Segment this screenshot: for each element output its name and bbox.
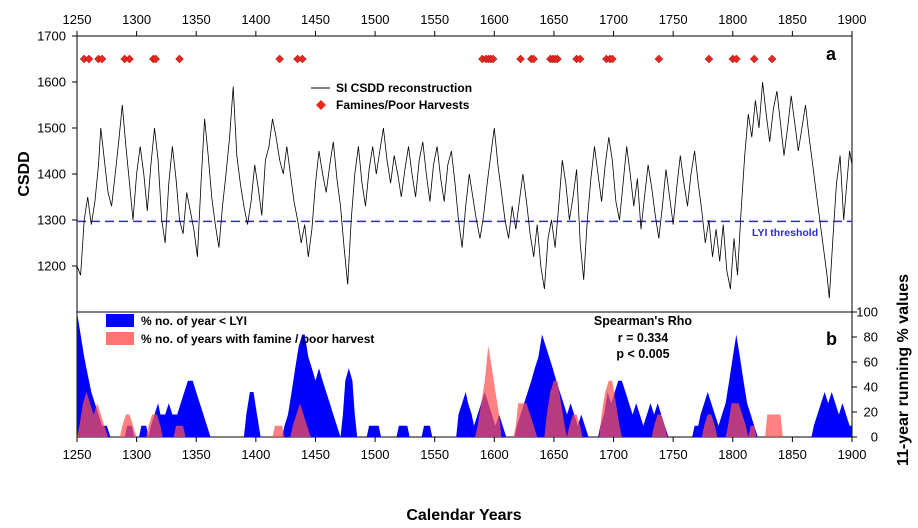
panel-a-label: a: [826, 44, 837, 64]
bottom-x-tick-label: 1250: [63, 447, 92, 462]
lyi-threshold-label: LYI threshold: [752, 227, 818, 239]
panel-a-frame: [76, 35, 853, 313]
panel-b-y-tick-label: 20: [864, 405, 878, 420]
bottom-x-tick-label: 1300: [122, 447, 151, 462]
famine-percentage-area: [77, 345, 852, 437]
x-axis-title: Calendar Years: [406, 507, 521, 524]
panel-b: 0 20 40 60 80 100 1250 1300 1350 1400 1450 1500 155…: [63, 305, 878, 463]
famine-marker: [275, 54, 285, 64]
top-x-tick-label: 1700: [599, 12, 628, 27]
top-x-tick-label: 1800: [718, 12, 747, 27]
panel-a: 1200 1300 1400 1500 1600 1700 LYI threshold a…: [37, 29, 853, 313]
famine-marker: [125, 54, 134, 64]
panel-a-y-axis-title: CSDD: [16, 151, 33, 196]
panel-a-y-tick-label: 1400: [37, 167, 66, 182]
top-x-tick-label: 1350: [182, 12, 211, 27]
top-x-tick-label: 1750: [659, 12, 688, 27]
spearman-annotation: Spearman's Rho r = 0.334 p < 0.005: [594, 314, 693, 361]
legend-diamond-swatch: [316, 100, 326, 110]
top-x-tick-label: 1300: [122, 12, 151, 27]
top-x-tick-label: 1450: [301, 12, 330, 27]
panel-b-y-tick-label: 100: [856, 305, 878, 320]
panel-a-y-tick-label: 1200: [37, 259, 66, 274]
legend-b-item-2: % no. of years with famine / poor harves…: [141, 332, 374, 346]
panel-a-y-axis: 1200 1300 1400 1500 1600 1700: [37, 29, 77, 274]
bottom-x-tick-label: 1800: [718, 447, 747, 462]
bottom-x-tick-label: 1700: [599, 447, 628, 462]
famine-marker: [767, 54, 777, 64]
panel-a-y-tick-label: 1600: [37, 75, 66, 90]
bottom-x-tick-label: 1500: [361, 447, 390, 462]
bottom-x-tick-label: 1550: [420, 447, 449, 462]
top-x-tick-label: 1550: [420, 12, 449, 27]
famine-marker: [488, 54, 498, 64]
bottom-x-tick-label: 1450: [301, 447, 330, 462]
spearman-title: Spearman's Rho: [594, 314, 693, 328]
legend-b-item-1: % no. of year < LYI: [141, 314, 247, 328]
bottom-x-tick-label: 1900: [838, 447, 867, 462]
famine-marker: [704, 54, 714, 64]
panel-a-legend: SI CSDD reconstruction Famines/Poor Harv…: [311, 81, 472, 112]
famine-marker: [654, 54, 664, 64]
bottom-x-tick-label: 1650: [539, 447, 568, 462]
famine-marker: [607, 54, 617, 64]
bottom-x-tick-label: 1350: [182, 447, 211, 462]
top-x-tick-label: 1600: [480, 12, 509, 27]
panel-b-y-tick-label: 0: [871, 430, 878, 445]
legend-a-item-1: SI CSDD reconstruction: [336, 81, 472, 95]
panel-a-y-tick-label: 1700: [37, 29, 66, 44]
famine-marker: [297, 54, 307, 64]
bottom-x-tick-label: 1400: [241, 447, 270, 462]
bottom-x-tick-label: 1600: [480, 447, 509, 462]
famine-markers: [79, 54, 777, 64]
legend-a-item-2: Famines/Poor Harvests: [336, 98, 470, 112]
spearman-r: r = 0.334: [618, 331, 668, 345]
famine-marker: [731, 54, 741, 64]
panel-a-y-tick-label: 1500: [37, 121, 66, 136]
csdd-reconstruction-line: [76, 81, 853, 299]
panel-b-legend: % no. of year < LYI % no. of years with …: [106, 314, 374, 346]
panel-b-y-axis: 0 20 40 60 80 100: [852, 305, 878, 445]
famine-marker: [553, 54, 562, 64]
panel-a-y-tick-label: 1300: [37, 213, 66, 228]
bottom-x-axis: 1250 1300 1350 1400 1450 1500 1550 1600 1650 1700…: [63, 437, 867, 462]
top-x-tick-label: 1900: [838, 12, 867, 27]
panel-b-y-axis-title: 11-year running % values: [895, 274, 912, 466]
top-x-axis: 1250 1300 1350 1400 1450 1500 1550 1600 1650 1700…: [63, 12, 867, 36]
famine-marker: [97, 54, 107, 64]
panel-b-y-tick-label: 80: [864, 330, 878, 345]
famine-marker: [516, 54, 525, 64]
legend-lyi-swatch: [106, 314, 134, 327]
famine-marker: [151, 54, 161, 64]
top-x-tick-label: 1250: [63, 12, 92, 27]
legend-famine-swatch: [106, 332, 134, 345]
famine-marker: [175, 54, 184, 64]
lyi-percentage-area: [77, 312, 852, 437]
bottom-x-tick-label: 1850: [778, 447, 807, 462]
famine-marker: [529, 54, 539, 64]
top-x-tick-label: 1850: [778, 12, 807, 27]
famine-marker: [749, 54, 759, 64]
spearman-p: p < 0.005: [616, 347, 669, 361]
panel-b-y-tick-label: 60: [864, 355, 878, 370]
top-x-tick-label: 1500: [361, 12, 390, 27]
bottom-x-tick-label: 1750: [659, 447, 688, 462]
famine-marker: [575, 54, 585, 64]
top-x-tick-label: 1650: [539, 12, 568, 27]
famine-marker: [84, 54, 94, 64]
panel-b-label: b: [826, 329, 837, 349]
top-x-tick-label: 1400: [241, 12, 270, 27]
panel-b-y-tick-label: 40: [864, 380, 878, 395]
